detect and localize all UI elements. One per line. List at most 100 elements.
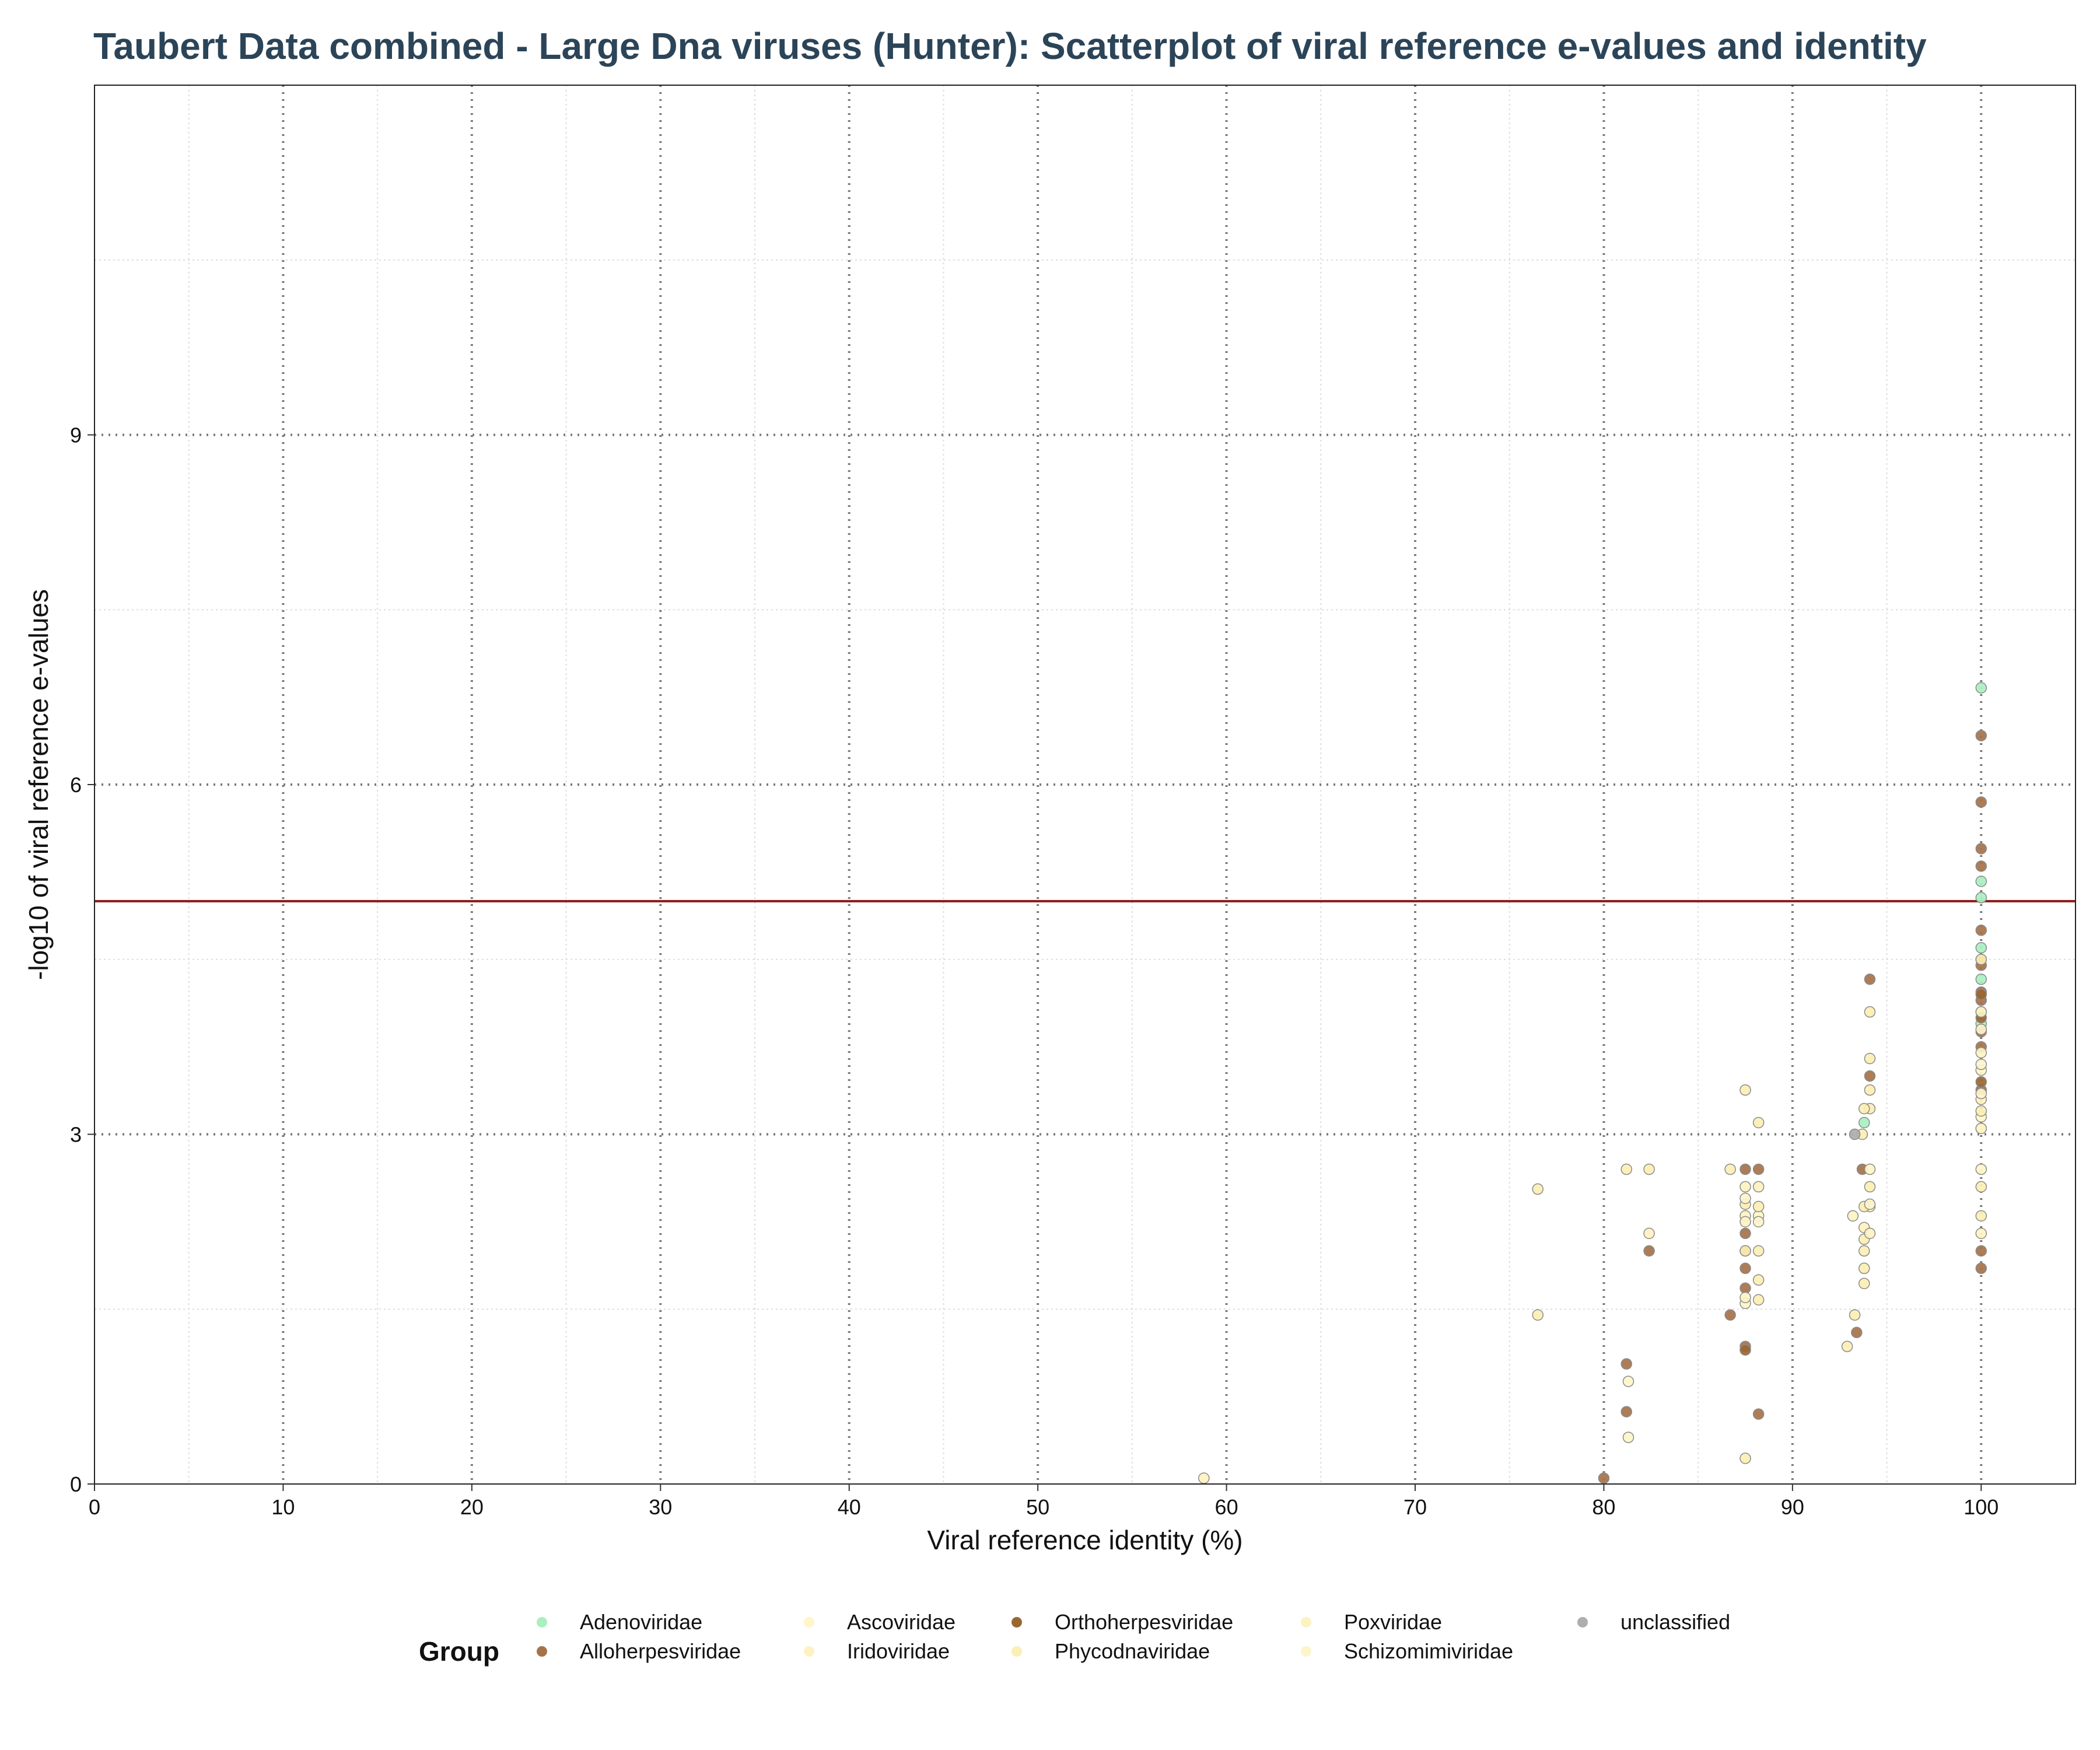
y-tick-label: 6 [70,773,82,797]
data-point [1975,1087,1987,1100]
data-point [1598,1472,1610,1484]
legend-label: Iridoviridae [847,1639,950,1663]
legend-item: Schizomimiviridae [1301,1637,1513,1666]
data-point [1740,1245,1751,1257]
data-point [1752,1216,1765,1228]
x-tick-label: 30 [649,1495,672,1519]
data-point [1643,1163,1655,1175]
data-point [1752,1200,1765,1213]
data-point [1975,730,1987,741]
data-point [1975,843,1987,855]
legend-item: Iridoviridae [804,1637,950,1666]
data-point [1864,1084,1876,1096]
legend-item: Alloherpesviridae [537,1637,741,1666]
data-point [1864,1052,1876,1065]
data-point [1849,1128,1861,1140]
data-point [1724,1163,1736,1175]
chart-title: Taubert Data combined - Large Dna viruse… [93,25,1927,67]
data-point [1532,1309,1544,1321]
legend-marker [804,1646,814,1657]
legend-label: Adenoviridae [580,1610,703,1634]
data-point [1864,1181,1876,1193]
legend-marker [1301,1646,1311,1657]
legend-item: Orthoherpesviridae [1012,1608,1233,1637]
x-tick-label: 20 [460,1495,484,1519]
data-point [1620,1358,1632,1370]
data-point [1975,1262,1987,1275]
data-point [1752,1294,1765,1306]
data-point [1975,1046,1987,1059]
data-point [1864,1070,1876,1082]
data-point [1975,682,1987,694]
data-point [1975,860,1987,872]
data-point [1975,1181,1987,1193]
data-point [1975,942,1987,954]
x-tick-label: 70 [1404,1495,1427,1519]
data-point [1752,1274,1765,1286]
legend-marker [1012,1617,1022,1628]
data-point [1643,1227,1655,1240]
data-point [1740,1084,1751,1096]
x-tick-label: 100 [1964,1495,1999,1519]
x-tick-label: 80 [1592,1495,1615,1519]
data-point [1975,1122,1987,1135]
legend: Adenoviridae Alloherpesviridae Ascoviridae… [0,1575,2100,1692]
data-point [1975,1163,1987,1175]
data-point [1859,1102,1870,1115]
data-point [1724,1309,1736,1321]
data-point [1864,1006,1876,1018]
data-point [1198,1472,1210,1484]
data-point [1864,1198,1876,1210]
legend-label: Poxviridae [1344,1610,1443,1634]
y-tick-label: 3 [70,1123,82,1147]
data-point [1752,1408,1765,1420]
legend-marker [804,1617,814,1628]
data-point [1975,1058,1987,1070]
data-point [1975,1023,1987,1035]
legend-label: Ascoviridae [847,1610,956,1634]
plot-frame [94,85,2076,1485]
data-point [1975,1105,1987,1117]
data-point [1740,1262,1751,1275]
grid-lines [94,85,2076,1484]
data-point [1620,1163,1632,1175]
y-tick-label: 9 [70,424,82,447]
data-point [1864,1227,1876,1240]
legend-item: Phycodnaviridae [1012,1637,1210,1666]
data-point [1643,1245,1655,1257]
y-axis-title: -log10 of viral reference e-values [23,589,54,980]
data-point [1851,1326,1863,1338]
data-point [1859,1116,1870,1129]
data-point [1849,1309,1861,1321]
legend-marker [537,1646,547,1657]
x-tick-label: 50 [1026,1495,1049,1519]
x-tick-label: 90 [1781,1495,1804,1519]
data-point [1975,973,1987,985]
legend-label: Phycodnaviridae [1055,1639,1210,1663]
data-point [1740,1163,1751,1175]
data-point [1740,1181,1751,1193]
axis-ticks: 0 10 20 30 40 50 60 70 80 90 100 0 3 6 9 [70,424,1999,1520]
data-point [1864,1163,1876,1175]
data-point [1975,954,1987,965]
x-tick-label: 60 [1215,1495,1238,1519]
legend-label: Orthoherpesviridae [1055,1610,1234,1634]
x-axis-title: Viral reference identity (%) [927,1525,1242,1555]
x-tick-label: 0 [89,1495,100,1519]
legend-marker [1577,1617,1588,1628]
data-point [1740,1344,1751,1356]
data-point [1752,1163,1765,1175]
data-point [1975,1076,1987,1088]
data-point [1975,1210,1987,1222]
legend-title: Group [419,1636,499,1667]
data-point [1859,1278,1870,1290]
data-point [1752,1245,1765,1257]
legend-item: Poxviridae [1301,1608,1442,1637]
data-point [1740,1216,1751,1228]
data-point [1740,1227,1751,1240]
scatter-plot: 0 10 20 30 40 50 60 70 80 90 100 0 3 6 9 Viral referen… [23,85,2076,1555]
data-point [1620,1406,1632,1418]
data-point [1841,1340,1853,1352]
data-point [1975,1245,1987,1257]
data-point [1859,1262,1870,1275]
